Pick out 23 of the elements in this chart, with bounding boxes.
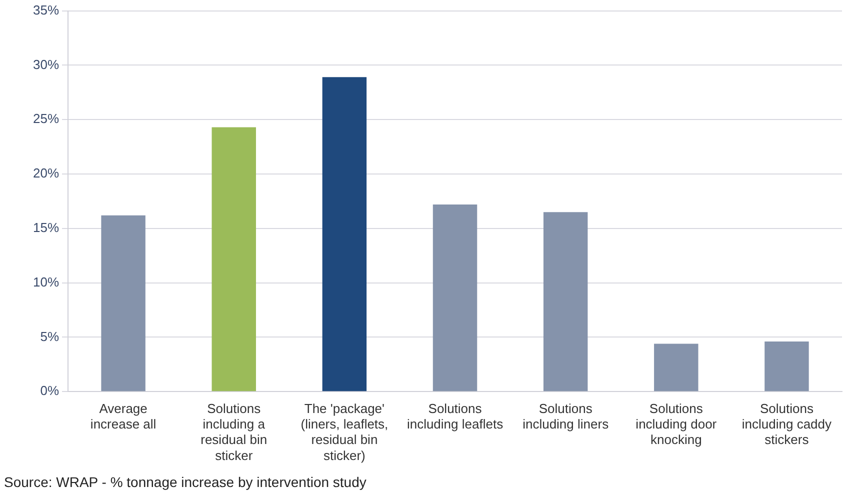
bar [764,342,809,392]
y-tick-label: 30% [32,56,60,72]
y-tick-label: 25% [32,111,60,126]
bar [543,212,588,392]
y-tick-label: 0% [40,383,60,398]
x-tick-label: Solutions including liners [522,400,610,432]
bar [101,215,146,392]
source-note: Source: WRAP - % tonnage increase by intervention study [4,474,366,490]
bar [654,344,698,392]
x-tick-label: Solutions including leaflets [406,400,504,432]
bar [432,204,478,392]
y-tick-label: 20% [32,166,60,181]
x-tick-label: Solutions including caddy stickers [742,400,832,448]
bar [212,127,256,392]
y-tick-label: 35% [32,2,60,18]
x-tick-label: Average increase all [90,400,156,432]
y-tick-label: 15% [32,220,60,235]
x-tick-label: Solutions including door knocking [636,400,718,448]
bar [322,77,367,392]
x-tick-label: Solutions including a residual bin sticker [200,400,268,463]
y-tick-label: 5% [40,328,60,344]
y-tick-label: 10% [32,274,60,290]
x-tick-label: The 'package' (liners, leaflets, residual bin sticker) [300,400,388,463]
